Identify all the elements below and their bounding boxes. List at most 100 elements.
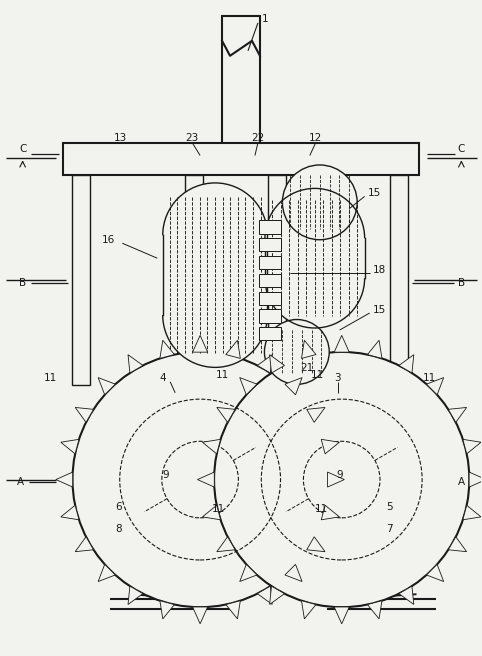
Wedge shape [265,352,329,384]
Bar [268,175,286,385]
Polygon shape [321,440,339,454]
Text: 1: 1 [262,14,268,24]
Text: 11: 11 [215,370,228,380]
Wedge shape [265,319,329,352]
Text: 12: 12 [309,133,322,142]
Polygon shape [463,440,481,454]
Polygon shape [328,472,344,487]
Polygon shape [399,586,414,604]
Text: 11: 11 [315,504,328,514]
Polygon shape [217,537,235,552]
Polygon shape [367,340,382,358]
Polygon shape [160,340,174,358]
Text: 21: 21 [300,363,313,373]
Polygon shape [307,537,325,552]
Polygon shape [367,601,382,619]
Text: 4: 4 [160,373,167,383]
Polygon shape [321,505,339,520]
Polygon shape [301,340,316,358]
Text: C: C [458,144,465,154]
Polygon shape [427,378,444,395]
Text: 15: 15 [373,305,386,315]
Polygon shape [128,355,143,373]
Bar [63,142,419,175]
Bar [389,175,407,385]
Text: 11: 11 [423,373,436,383]
Text: 3: 3 [335,373,341,383]
Text: 5: 5 [386,502,393,512]
Text: 9: 9 [336,470,343,480]
Polygon shape [226,601,241,619]
Polygon shape [334,335,349,352]
Bar [259,220,281,234]
Polygon shape [257,586,272,604]
Text: 9: 9 [162,470,169,480]
Bar [185,175,203,385]
Text: A: A [458,476,465,487]
Text: 22: 22 [251,133,265,142]
Bar [265,238,365,278]
Polygon shape [160,601,174,619]
Circle shape [214,352,469,607]
Polygon shape [301,601,316,619]
Polygon shape [448,407,467,422]
Bar [259,274,281,287]
Wedge shape [163,183,268,236]
Text: B: B [19,278,26,288]
Polygon shape [217,407,235,422]
Text: 8: 8 [115,524,121,535]
Text: 11: 11 [311,370,324,380]
Polygon shape [285,378,302,395]
Polygon shape [61,440,79,454]
Text: C: C [19,144,27,154]
Polygon shape [469,472,482,487]
Text: B: B [458,278,465,288]
Bar [259,291,281,305]
Polygon shape [269,586,284,604]
Polygon shape [56,472,73,487]
Text: 13: 13 [114,133,127,142]
Polygon shape [269,355,284,373]
Polygon shape [399,355,414,373]
Bar [259,310,281,323]
Polygon shape [193,607,208,624]
Polygon shape [427,564,444,581]
Polygon shape [463,505,481,520]
Text: 7: 7 [386,524,393,535]
Text: 16: 16 [102,236,115,245]
Bar [259,238,281,251]
Bar [222,16,260,146]
Polygon shape [202,440,221,454]
Polygon shape [98,378,115,395]
Bar [163,236,268,315]
Polygon shape [98,564,115,581]
Polygon shape [307,407,325,422]
Polygon shape [226,340,241,358]
Bar [259,327,281,340]
Text: 18: 18 [373,265,386,275]
Text: 23: 23 [186,133,199,142]
Polygon shape [61,505,79,520]
Text: 11: 11 [44,373,57,383]
Polygon shape [128,586,143,604]
Polygon shape [448,537,467,552]
Text: 11: 11 [212,504,225,514]
Polygon shape [240,564,257,581]
Wedge shape [163,315,268,367]
Polygon shape [240,378,257,395]
Polygon shape [334,607,349,624]
Polygon shape [75,537,94,552]
Wedge shape [265,188,365,238]
Polygon shape [75,407,94,422]
Polygon shape [202,505,221,520]
Text: 15: 15 [368,188,381,198]
Polygon shape [285,564,302,581]
Bar [72,175,91,385]
Text: 6: 6 [115,502,121,512]
Wedge shape [282,202,357,239]
Wedge shape [265,278,365,328]
Wedge shape [282,165,357,202]
Bar [259,256,281,269]
Text: A: A [17,476,24,487]
Circle shape [72,352,328,607]
